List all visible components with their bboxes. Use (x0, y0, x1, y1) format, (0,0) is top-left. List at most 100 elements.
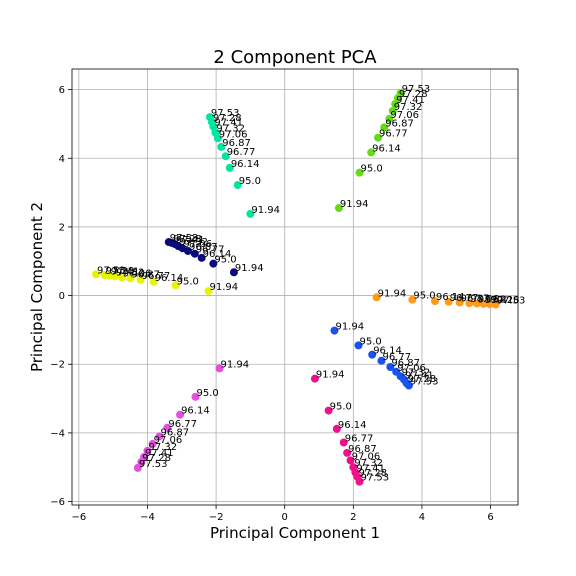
point-label: 95.0 (330, 402, 352, 413)
scatter-point (204, 287, 213, 296)
point-label: 96.87 (385, 118, 414, 129)
scatter-point (143, 446, 152, 455)
scatter-point (310, 374, 319, 383)
scatter-point (354, 341, 363, 350)
x-tick-label: 2 (350, 512, 356, 523)
point-label: 96.87 (461, 293, 490, 304)
point-label: 97.06 (183, 239, 212, 250)
point-label: 97.53 (497, 296, 526, 307)
point-label: 96.14 (203, 249, 232, 260)
point-label: 97.06 (397, 363, 426, 374)
scatter-point (164, 238, 173, 247)
scatter-point (485, 300, 494, 309)
point-label: 97.28 (399, 89, 428, 100)
point-label: 95.0 (177, 276, 199, 287)
scatter-point (221, 152, 230, 161)
scatter-point (346, 456, 355, 465)
point-label: 96.87 (391, 358, 420, 369)
point-label: 97.41 (485, 295, 514, 306)
data-points (92, 89, 500, 486)
point-label: 97.32 (402, 367, 431, 378)
scatter-point (472, 299, 481, 308)
point-label: 97.28 (142, 453, 171, 464)
point-label: 96.87 (189, 242, 218, 253)
scatter-point (176, 410, 185, 419)
y-tick-label: −2 (50, 360, 65, 371)
point-label: 96.14 (231, 159, 260, 170)
point-label: 97.32 (179, 237, 208, 248)
x-tick-label: −4 (140, 512, 155, 523)
scatter-point (215, 364, 224, 373)
point-label: 96.87 (131, 269, 160, 280)
scatter-point (385, 114, 394, 123)
point-label: 95.0 (360, 164, 382, 175)
point-label: 97.28 (358, 468, 387, 479)
point-label: 91.94 (235, 263, 264, 274)
y-tick-label: −6 (50, 497, 65, 508)
scatter-point (209, 259, 218, 268)
point-label: 97.41 (214, 118, 243, 129)
point-label: 97.06 (470, 294, 499, 305)
scatter-point (225, 163, 234, 172)
point-label: 95.0 (197, 388, 219, 399)
scatter-point (408, 295, 417, 304)
x-tick-label: 6 (487, 512, 493, 523)
scatter-point (396, 89, 405, 98)
point-label: 96.87 (222, 138, 251, 149)
point-label: 97.32 (394, 102, 423, 113)
point-label: 96.14 (373, 346, 402, 357)
point-label: 96.77 (196, 245, 225, 256)
point-label: 91.94 (335, 322, 364, 333)
point-label: 96.14 (372, 143, 401, 154)
point-label: 91.94 (316, 370, 345, 381)
point-label: 97.32 (116, 267, 145, 278)
scatter-point (149, 277, 158, 286)
point-label: 97.53 (360, 473, 389, 484)
point-label: 97.06 (123, 268, 152, 279)
scatter-point (133, 463, 142, 472)
y-tick-label: −4 (50, 428, 65, 439)
point-label: 97.06 (390, 110, 419, 121)
point-label: 96.77 (379, 129, 408, 140)
scatter-point (191, 392, 200, 401)
point-label: 96.77 (227, 147, 256, 158)
point-label: 91.94 (340, 199, 369, 210)
point-label: 97.53 (410, 377, 439, 388)
scatter-point (355, 477, 364, 486)
point-label: 97.06 (219, 129, 248, 140)
scatter-point (444, 297, 453, 306)
point-label: 91.94 (210, 282, 239, 293)
point-label: 97.28 (213, 113, 242, 124)
point-label: 97.41 (176, 235, 205, 246)
y-tick-label: 0 (59, 291, 65, 302)
point-label: 96.77 (142, 271, 171, 282)
point-labels: 91.9495.096.1496.7796.8797.0697.3297.419… (97, 84, 525, 484)
point-label: 96.14 (155, 273, 184, 284)
plot-frame (71, 68, 519, 506)
point-label: 97.41 (111, 267, 140, 278)
scatter-point (386, 362, 395, 371)
point-label: 97.32 (354, 458, 383, 469)
scatter-point (430, 297, 439, 306)
scatter-point (491, 300, 500, 309)
scatter-point (171, 281, 180, 290)
scatter-point (374, 133, 383, 142)
point-label: 95.0 (359, 336, 381, 347)
scatter-point (155, 432, 164, 441)
axis-ticks: −6 −4 −2 0 2 4 6 −6 −4 −2 0 2 4 6 (50, 85, 493, 523)
point-label: 96.77 (382, 352, 411, 363)
point-label: 97.28 (408, 374, 437, 385)
point-label: 97.32 (478, 294, 507, 305)
scatter-point (479, 299, 488, 308)
scatter-point (117, 273, 126, 282)
chart-title: 2 Component PCA (213, 47, 377, 68)
x-axis-label: Principal Component 1 (210, 524, 380, 542)
scatter-point (368, 350, 377, 359)
scatter-point (377, 356, 386, 365)
point-label: 96.77 (450, 293, 479, 304)
x-tick-label: −2 (209, 512, 224, 523)
point-label: 91.94 (251, 205, 280, 216)
point-label: 97.41 (405, 371, 434, 382)
point-label: 91.94 (221, 359, 250, 370)
scatter-point (332, 424, 341, 433)
